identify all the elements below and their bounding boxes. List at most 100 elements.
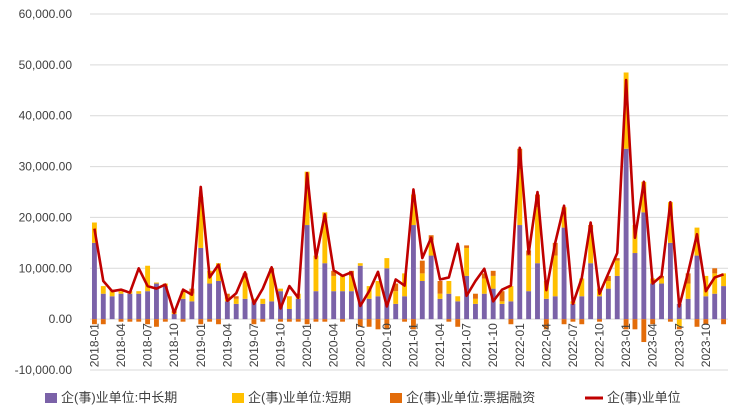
bar-segment	[251, 301, 257, 320]
legend-swatch	[45, 393, 57, 403]
bar-segment	[641, 319, 647, 343]
bar-segment	[410, 319, 416, 330]
bar-segment	[641, 212, 647, 320]
bar-segment	[91, 319, 97, 325]
bar-segment	[419, 260, 425, 274]
bar-segment	[233, 303, 239, 320]
bar-segment	[419, 281, 425, 320]
bar-segment	[393, 291, 399, 304]
x-tick-label: 2023-07	[672, 323, 686, 367]
bar-segment	[535, 207, 540, 264]
bar-segment	[100, 319, 106, 325]
bar-segment	[322, 263, 328, 320]
x-tick-label: 2018-01	[87, 323, 101, 367]
x-tick-label: 2022-04	[539, 323, 553, 367]
y-tick-label: 10,000.00	[19, 261, 73, 275]
line-series-total	[93, 78, 724, 315]
bar-segment	[676, 303, 682, 320]
bar-segment	[198, 247, 204, 320]
bar-segment	[313, 255, 319, 292]
bar-segment	[242, 298, 248, 320]
bar-segment	[340, 275, 345, 292]
bar-segment	[685, 273, 691, 284]
bar-segment	[260, 303, 266, 320]
bar-segment	[136, 291, 142, 294]
bar-segment	[171, 314, 177, 320]
bar-segment	[446, 281, 452, 294]
bar-segment	[659, 283, 664, 320]
bar-segment	[207, 283, 213, 320]
bar-segment	[357, 265, 363, 320]
bar-segment	[118, 291, 124, 294]
x-tick-label: 2021-10	[486, 323, 500, 367]
x-axis-ticks: 2018-01 2018-04 2018-07 2018-10 2019-01 2019-…	[87, 323, 712, 367]
bar-segment	[481, 278, 487, 294]
bar-segment	[473, 293, 478, 299]
bar-segment	[198, 319, 204, 325]
bar-segment	[145, 265, 151, 292]
legend-swatch	[390, 393, 402, 403]
bar-segment	[499, 303, 505, 320]
bar-segment	[375, 296, 381, 320]
bar-segment	[384, 258, 390, 269]
bar-segment	[366, 298, 372, 320]
bar-segment	[304, 225, 310, 320]
bar-segment	[154, 319, 159, 327]
bar-segment	[233, 298, 239, 304]
bar-segment	[189, 293, 195, 302]
bar-segment	[180, 291, 186, 299]
bar-segment	[136, 319, 142, 322]
bar-segment	[650, 283, 656, 320]
x-tick-label: 2021-07	[460, 323, 474, 367]
bar-segment	[366, 319, 372, 327]
bar-segment	[109, 291, 115, 297]
bar-segment	[499, 301, 505, 304]
bar-segment	[304, 319, 310, 325]
bar-segment	[145, 291, 151, 320]
y-tick-label: 40,000.00	[19, 109, 73, 123]
legend-label: 企(事)业单位	[607, 390, 681, 405]
bar-segment	[579, 319, 585, 325]
bar-segment	[100, 293, 106, 320]
bar-segment	[242, 278, 248, 299]
bar-segment	[198, 197, 204, 248]
bar-segment	[437, 298, 443, 320]
bar-segment	[145, 319, 151, 325]
bar-segment	[561, 319, 567, 325]
bar-segment	[605, 288, 611, 320]
bar-segment	[676, 319, 682, 327]
bar-segment	[464, 245, 470, 248]
bar-segment	[535, 263, 540, 320]
bar-segment	[605, 275, 611, 281]
bar-segment	[269, 273, 275, 302]
bar-segment	[712, 273, 718, 294]
bar-segment	[579, 296, 585, 320]
bar-segment	[286, 296, 292, 309]
y-tick-label: 0.00	[49, 312, 73, 326]
bar-segment	[676, 326, 682, 330]
bar-segment	[685, 298, 691, 320]
bar-segment	[402, 319, 408, 322]
legend-label: 企(事)业单位:短期	[248, 390, 351, 405]
x-tick-label: 2019-04	[220, 323, 234, 367]
y-tick-label: 20,000.00	[19, 210, 73, 224]
bar-segment	[641, 181, 647, 213]
bar-segment	[667, 319, 673, 322]
bar-segment	[712, 293, 718, 320]
bar-segment	[162, 319, 168, 322]
x-tick-label: 2022-07	[566, 323, 580, 367]
x-tick-label: 2019-01	[194, 323, 208, 367]
bar-segment	[118, 319, 124, 322]
legend-label: 企(事)业单位:票据融资	[406, 390, 535, 405]
bar-segment	[304, 171, 310, 226]
x-tick-label: 2018-10	[167, 323, 181, 367]
bar-segment	[632, 253, 638, 320]
bar-segment	[526, 255, 532, 292]
bar-segment	[499, 291, 505, 302]
bar-segment	[286, 319, 292, 322]
bar-segment	[260, 298, 266, 304]
bar-segment	[428, 240, 434, 256]
bar-segment	[588, 263, 594, 320]
bar-segment	[393, 283, 399, 292]
bar-segment	[667, 242, 673, 320]
